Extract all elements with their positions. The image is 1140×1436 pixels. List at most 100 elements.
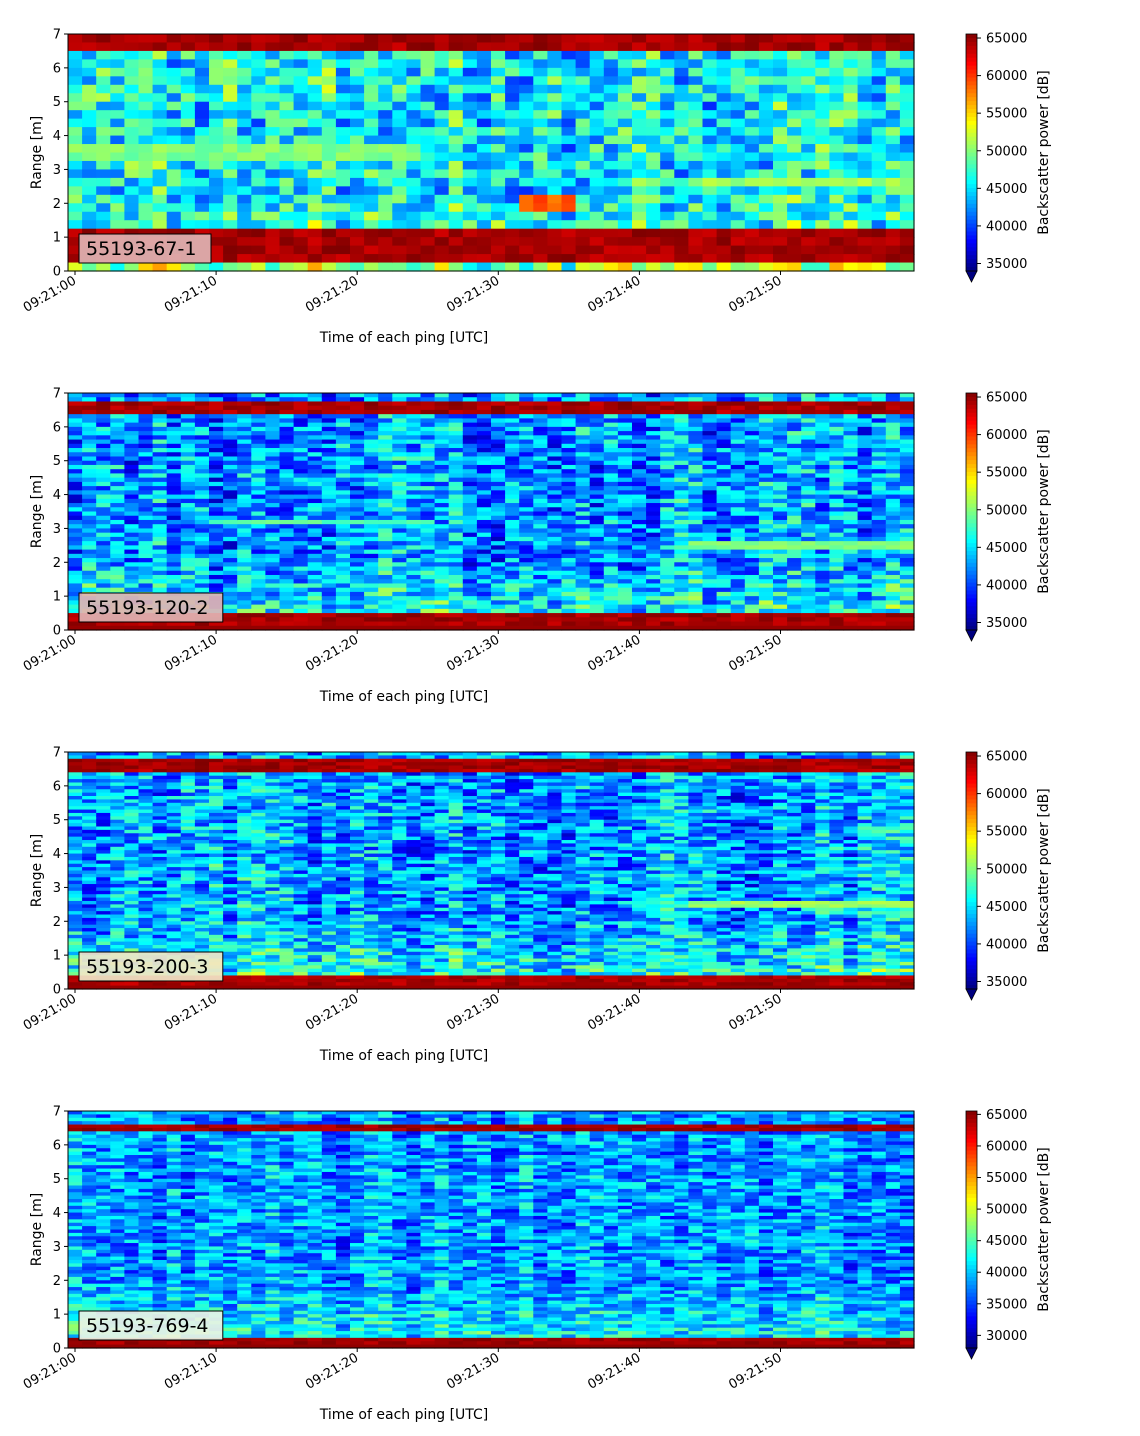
- heatmap-cell: [857, 443, 873, 449]
- heatmap-cell: [138, 211, 154, 221]
- heatmap-cell: [561, 553, 577, 559]
- heatmap-cell: [744, 397, 760, 403]
- heatmap-cell: [321, 511, 337, 517]
- heatmap-cell: [350, 519, 365, 525]
- heatmap-cell: [279, 600, 295, 606]
- heatmap-cell: [293, 481, 309, 487]
- heatmap-cell: [364, 93, 379, 103]
- heatmap-cell: [688, 431, 704, 436]
- heatmap-cell: [265, 553, 281, 559]
- heatmap-cell: [138, 452, 154, 458]
- heatmap-cell: [801, 152, 816, 162]
- heatmap-cell: [265, 515, 281, 521]
- heatmap-cell: [857, 414, 873, 419]
- heatmap-cell: [505, 511, 520, 517]
- heatmap-cell: [364, 621, 379, 627]
- heatmap-cell: [829, 562, 845, 568]
- heatmap-cell: [335, 169, 351, 179]
- heatmap-cell: [378, 409, 393, 415]
- heatmap-cell: [335, 211, 351, 221]
- heatmap-cell: [660, 67, 675, 77]
- heatmap-cell: [801, 177, 816, 187]
- heatmap-cell: [68, 262, 83, 272]
- heatmap-cell: [434, 169, 450, 179]
- heatmap-cell: [378, 194, 393, 204]
- heatmap-cell: [251, 587, 266, 593]
- heatmap-cell: [815, 541, 830, 546]
- heatmap-cell: [885, 84, 901, 94]
- heatmap-cell: [265, 431, 281, 436]
- heatmap-cell: [434, 570, 450, 576]
- heatmap-cell: [392, 608, 407, 614]
- heatmap-cell: [279, 477, 295, 483]
- heatmap-cell: [773, 621, 788, 627]
- heatmap-cell: [561, 486, 577, 491]
- heatmap-cell: [350, 515, 365, 521]
- heatmap-cell: [829, 101, 845, 111]
- heatmap-cell: [448, 558, 464, 563]
- heatmap-cell: [251, 186, 266, 196]
- heatmap-cell: [448, 596, 464, 601]
- heatmap-cell: [773, 262, 788, 272]
- heatmap-cell: [166, 177, 182, 187]
- heatmap-cell: [223, 418, 238, 424]
- heatmap-cell: [505, 220, 520, 230]
- heatmap-cell: [519, 621, 534, 627]
- heatmap-cell: [223, 473, 238, 479]
- heatmap-cell: [491, 464, 506, 470]
- heatmap-cell: [787, 583, 802, 589]
- heatmap-cell: [350, 418, 365, 424]
- heatmap-cell: [505, 393, 520, 398]
- heatmap-cell: [744, 42, 760, 52]
- heatmap-cell: [434, 397, 450, 403]
- heatmap-cell: [420, 528, 436, 534]
- heatmap-cell: [603, 562, 619, 568]
- heatmap-cell: [491, 570, 506, 576]
- heatmap-cell: [674, 135, 689, 145]
- heatmap-cell: [96, 211, 111, 221]
- heatmap-cell: [194, 558, 210, 563]
- heatmap-cell: [617, 562, 633, 568]
- heatmap-cell: [744, 503, 760, 508]
- heatmap-cell: [758, 545, 774, 551]
- heatmap-cell: [152, 431, 168, 436]
- heatmap-cell: [491, 498, 506, 504]
- heatmap-cell: [364, 101, 379, 111]
- heatmap-cell: [265, 152, 281, 162]
- heatmap-cell: [82, 93, 97, 103]
- heatmap-cell: [448, 152, 464, 162]
- heatmap-cell: [674, 237, 689, 247]
- heatmap-cell: [180, 110, 196, 120]
- heatmap-cell: [674, 604, 689, 610]
- heatmap-cell: [110, 566, 125, 572]
- heatmap-cell: [152, 177, 168, 187]
- heatmap-cell: [674, 194, 689, 204]
- heatmap-cell: [829, 127, 845, 137]
- heatmap-cell: [632, 152, 647, 162]
- heatmap-cell: [279, 541, 295, 546]
- heatmap-cell: [434, 93, 450, 103]
- heatmap-cell: [110, 422, 125, 428]
- heatmap-cell: [688, 135, 704, 145]
- heatmap-cell: [773, 50, 788, 60]
- heatmap-cell: [787, 621, 802, 627]
- heatmap-cell: [857, 448, 873, 453]
- heatmap-cell: [124, 194, 140, 204]
- heatmap-cell: [758, 34, 774, 44]
- heatmap-cell: [575, 464, 591, 470]
- heatmap-cell: [476, 84, 492, 94]
- heatmap-cell: [787, 490, 802, 496]
- heatmap-cell: [660, 228, 675, 238]
- heatmap-cell: [702, 67, 718, 77]
- heatmap-cell: [843, 194, 859, 204]
- heatmap-cell: [674, 160, 689, 171]
- heatmap-cell: [702, 34, 718, 44]
- heatmap-cell: [660, 460, 675, 466]
- heatmap-cell: [152, 570, 168, 576]
- heatmap-cell: [68, 203, 83, 213]
- heatmap-cell: [180, 549, 196, 555]
- heatmap-cell: [505, 477, 520, 483]
- heatmap-cell: [420, 443, 436, 449]
- heatmap-cell: [829, 553, 845, 559]
- heatmap-cell: [476, 426, 492, 432]
